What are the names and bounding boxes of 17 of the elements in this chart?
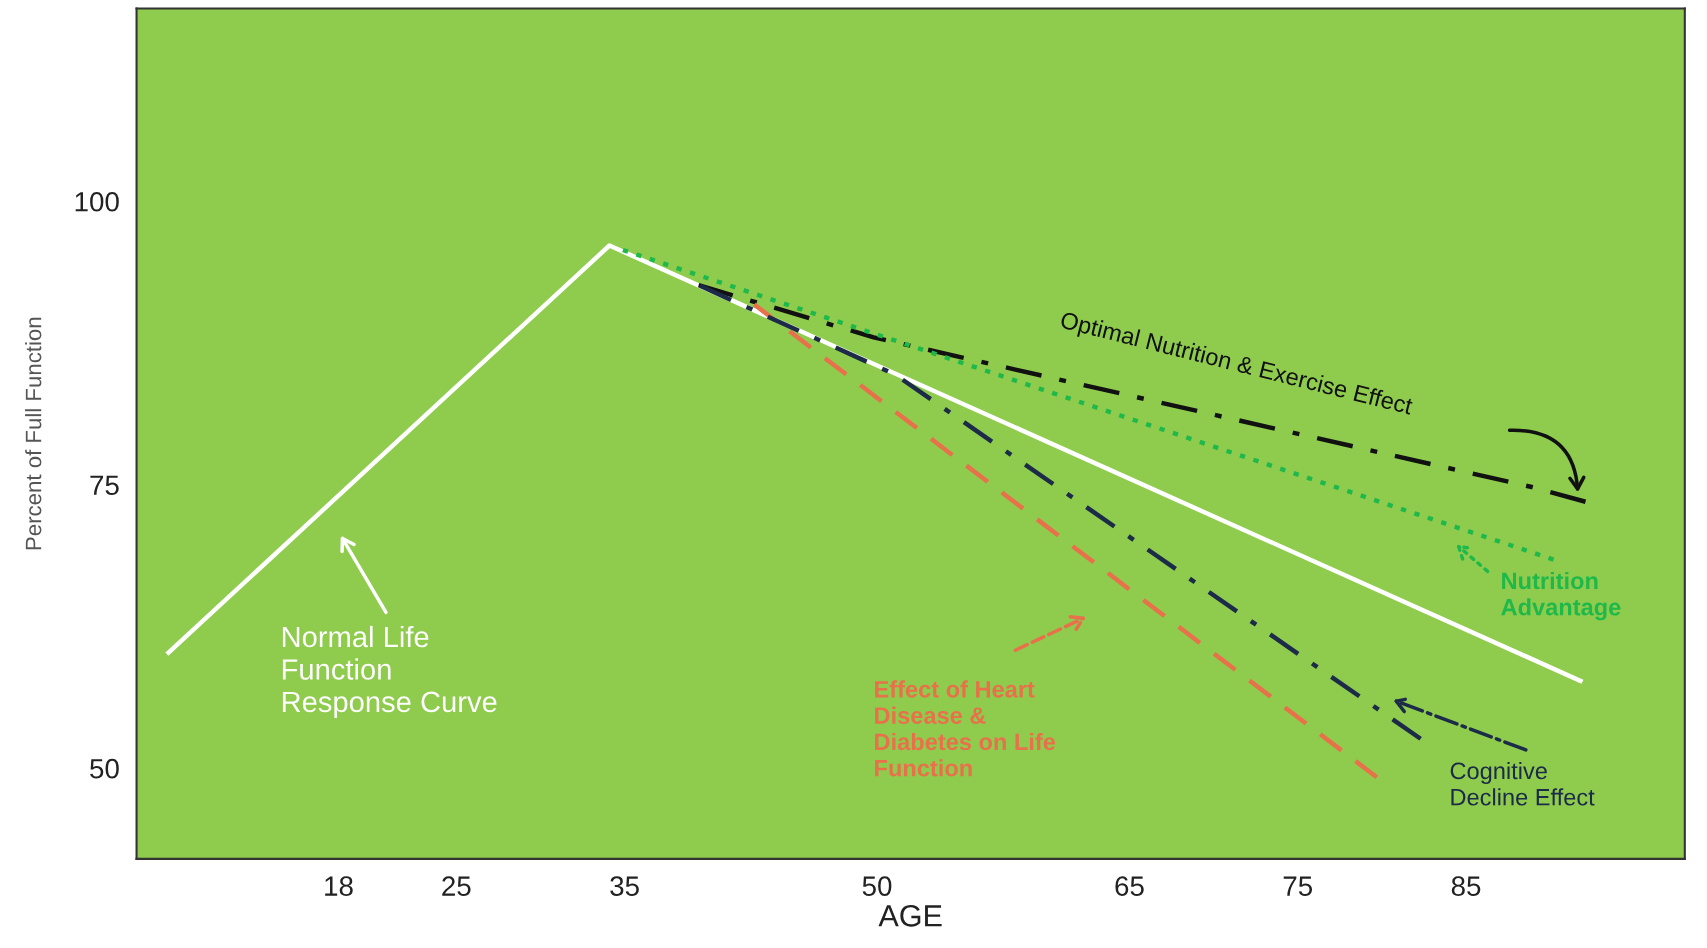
y-tick-label: 75 (90, 475, 119, 496)
series-label: Normal Life Function Response Curve (282, 625, 497, 719)
x-axis-title: AGE (878, 905, 942, 927)
y-tick-label: 50 (90, 758, 119, 779)
x-tick-label: 18 (325, 876, 353, 896)
y-tick-label: 100 (75, 191, 119, 212)
x-tick-label: 65 (1115, 876, 1144, 896)
x-tick-label: 85 (1451, 876, 1481, 896)
x-tick-label: 25 (442, 876, 471, 896)
text: Effect of Heart Disease & Diabetes on Life Function (875, 680, 1056, 777)
series-label: Nutrition Advantage (1501, 571, 1621, 621)
series-label: Cognitive Decline Effect (1450, 761, 1595, 806)
x-tick-label: 50 (862, 876, 892, 896)
y-axis-title: Percent of Full Function (25, 317, 42, 550)
x-tick-label: 35 (610, 876, 639, 896)
text: Optimal Nutrition & Exercise Effect (1058, 310, 1414, 420)
x-tick-label: 75 (1283, 876, 1313, 896)
